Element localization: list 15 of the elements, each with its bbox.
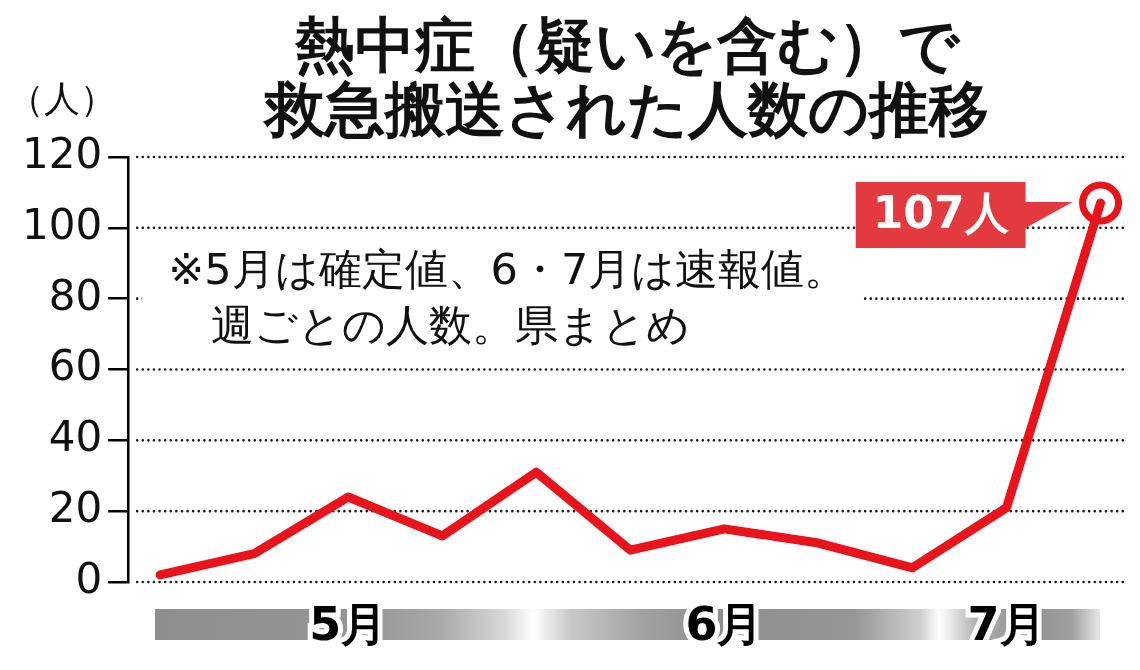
y-tick-label: 20 <box>48 483 103 533</box>
y-tick-label: 100 <box>21 199 103 249</box>
x-tick-label: 5月 <box>309 596 388 651</box>
y-tick-label: 120 <box>21 128 103 178</box>
x-tick-label: 7月 <box>967 596 1046 651</box>
y-tick-label: 0 <box>75 553 103 603</box>
x-tick-label: 6月 <box>685 596 764 651</box>
annotation: 週ごとの人数。県まとめ <box>211 300 691 351</box>
y-tick-label: 80 <box>48 270 103 320</box>
y-tick-label: 40 <box>48 412 103 462</box>
annotation: ※5月は確定値、6・7月は速報値。 <box>168 244 848 295</box>
data-label: 107人 <box>872 187 1009 239</box>
chart-title: 熱中症（疑いを含む）で救急搬送された人数の推移 <box>261 9 989 144</box>
y-tick-label: 60 <box>48 341 103 391</box>
y-axis-title: （人） <box>8 78 117 120</box>
